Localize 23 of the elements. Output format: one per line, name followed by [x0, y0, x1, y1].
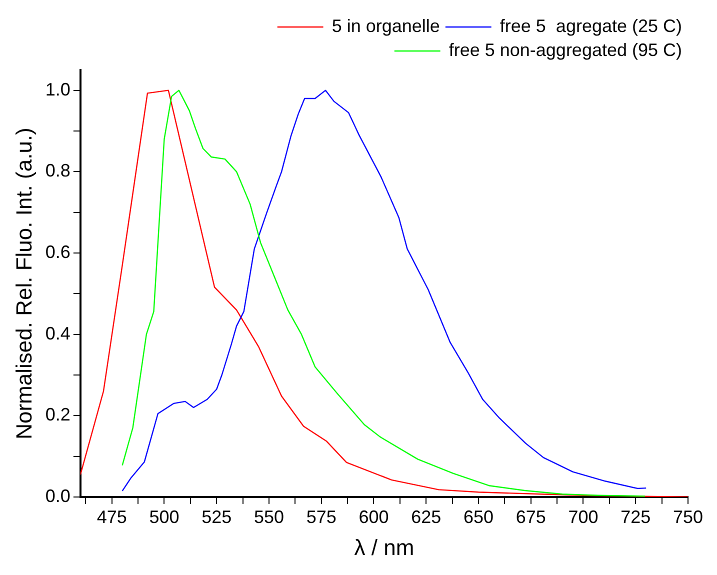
- x-tick-label: 625: [411, 506, 442, 527]
- y-tick-label: 0.0: [45, 486, 70, 506]
- legend-label: free 5 agregate (25 C): [500, 16, 682, 36]
- x-tick-label: 575: [306, 506, 336, 527]
- x-tick-label: 750: [672, 506, 704, 527]
- y-tick-label: 0.2: [45, 404, 70, 425]
- x-tick-label: 650: [463, 506, 494, 527]
- x-tick-label: 600: [358, 506, 389, 527]
- x-tick-label: 675: [516, 506, 546, 527]
- y-tick-label: 0.8: [45, 160, 70, 181]
- legend-label: 5 in organelle: [332, 16, 440, 36]
- x-axis-title: λ / nm: [354, 534, 414, 560]
- x-tick-label: 500: [149, 506, 180, 527]
- y-tick-label: 0.6: [45, 242, 70, 262]
- y-tick-label: 1.0: [45, 79, 70, 100]
- x-tick-label: 525: [202, 506, 232, 527]
- x-tick-label: 550: [254, 506, 284, 527]
- y-tick-label: 0.4: [45, 323, 70, 344]
- y-axis-title: Normalised. Rel. Fluo. Int. (a.u.): [11, 128, 36, 440]
- x-tick-label: 725: [620, 506, 651, 527]
- legend-label: free 5 non-aggregated (95 C): [448, 40, 682, 60]
- x-tick-label: 700: [568, 506, 598, 527]
- x-tick-label: 475: [96, 506, 127, 527]
